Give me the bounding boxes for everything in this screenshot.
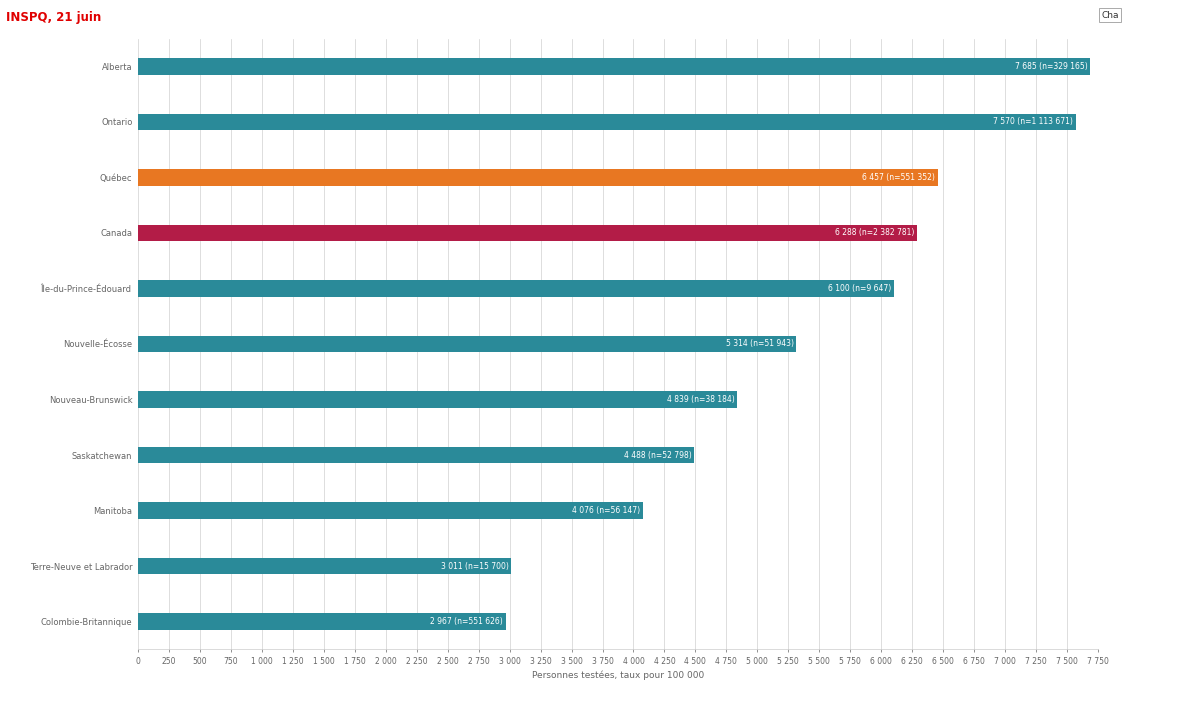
- Bar: [138, 169, 938, 186]
- Text: 4 839 (n=38 184): 4 839 (n=38 184): [667, 395, 734, 404]
- Text: 5 314 (n=51 943): 5 314 (n=51 943): [726, 340, 793, 348]
- Bar: [138, 446, 694, 463]
- Text: 6 457 (n=551 352): 6 457 (n=551 352): [863, 173, 935, 182]
- Text: 4 488 (n=52 798): 4 488 (n=52 798): [624, 451, 691, 460]
- Text: 7 685 (n=329 165): 7 685 (n=329 165): [1015, 62, 1087, 71]
- Text: 6 100 (n=9 647): 6 100 (n=9 647): [828, 284, 892, 293]
- Bar: [138, 391, 738, 408]
- Bar: [138, 614, 505, 630]
- Bar: [138, 557, 511, 574]
- X-axis label: Personnes testées, taux pour 100 000: Personnes testées, taux pour 100 000: [532, 670, 704, 680]
- Text: 3 011 (n=15 700): 3 011 (n=15 700): [440, 562, 509, 571]
- Bar: [138, 58, 1090, 74]
- Text: 6 288 (n=2 382 781): 6 288 (n=2 382 781): [835, 228, 914, 237]
- Text: INSPQ, 21 juin: INSPQ, 21 juin: [6, 11, 101, 24]
- Bar: [138, 502, 643, 519]
- Bar: [138, 280, 894, 297]
- Text: 4 076 (n=56 147): 4 076 (n=56 147): [572, 506, 641, 515]
- Bar: [138, 114, 1075, 131]
- Text: 7 570 (n=1 113 671): 7 570 (n=1 113 671): [994, 117, 1073, 126]
- Text: 2 967 (n=551 626): 2 967 (n=551 626): [431, 617, 503, 626]
- Text: Cha: Cha: [1102, 11, 1120, 20]
- Bar: [138, 225, 917, 241]
- Bar: [138, 336, 797, 352]
